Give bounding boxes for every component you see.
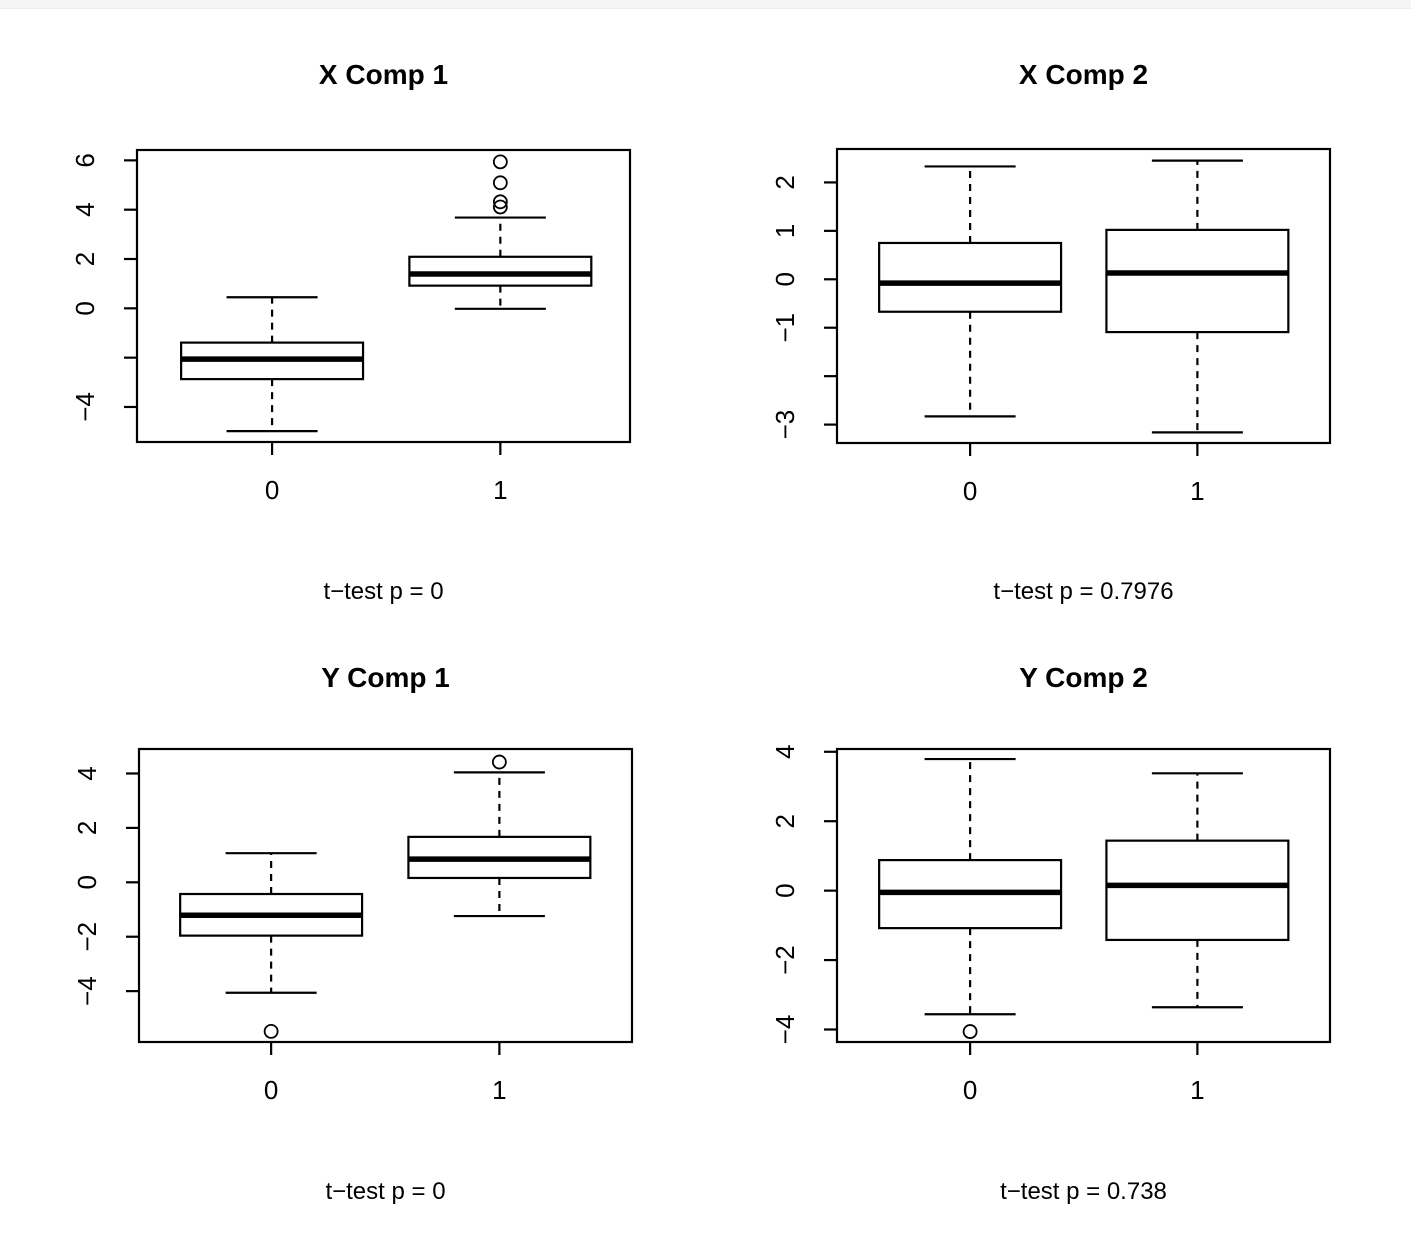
panel-title-x-comp-1: X Comp 1: [318, 59, 449, 90]
x-tick-label: 1: [492, 1075, 506, 1105]
panel-subtitle-x-comp-2: t−test p = 0.7976: [993, 578, 1174, 605]
y-tick-label: 0: [770, 883, 800, 897]
plot-border: [135, 148, 632, 444]
y-tick-label: −4: [72, 976, 102, 1006]
outlier-point: [492, 199, 508, 215]
panel-y-comp-1: 4 2 0 −2 −4 0 1: [72, 747, 634, 1105]
top-strip: [0, 0, 1411, 9]
y-tick-label: 6: [70, 153, 100, 167]
x-tick-label: 0: [264, 1075, 278, 1105]
plot-border: [835, 147, 1332, 445]
y-tick-label: −4: [70, 392, 100, 422]
y-tick-label: 0: [70, 301, 100, 315]
panel-x-comp-1: 6 4 2 0 −4 0 1: [70, 148, 632, 505]
outlier-point: [492, 154, 508, 170]
boxplot-group-1: 1: [1105, 159, 1290, 506]
panel-subtitle-y-comp-2: t−test p = 0.738: [1000, 1178, 1167, 1205]
iqr-box: [408, 255, 593, 287]
outlier-point: [492, 194, 508, 210]
iqr-box: [878, 241, 1063, 313]
y-tick-label: −2: [72, 922, 102, 952]
x-tick-label: 1: [1190, 476, 1204, 506]
panel-subtitle-y-comp-1: t−test p = 0: [325, 1178, 446, 1205]
y-tick-label: 1: [770, 224, 800, 238]
y-tick-label: 2: [70, 252, 100, 266]
y-tick-label: 2: [770, 814, 800, 828]
panel-subtitle-x-comp-1: t−test p = 0: [323, 578, 444, 605]
y-tick-label: −1: [770, 313, 800, 343]
panel-title-x-comp-2: X Comp 2: [1018, 59, 1149, 90]
iqr-box: [1105, 839, 1290, 942]
boxplot-group-0: 0: [878, 757, 1063, 1105]
x-tick-label: 0: [265, 475, 279, 505]
x-tick-label: 0: [963, 476, 977, 506]
x-tick-label: 1: [1190, 1075, 1204, 1105]
y-tick-label: 4: [72, 766, 102, 780]
panel-title-y-comp-2: Y Comp 2: [1019, 662, 1148, 693]
boxplot-group-0: 0: [878, 165, 1063, 506]
boxplot-group-1: 1: [407, 754, 592, 1105]
panel-title-y-comp-1: Y Comp 1: [321, 662, 450, 693]
y-tick-label: 4: [70, 202, 100, 216]
y-tick-label: −3: [770, 410, 800, 440]
panel-y-comp-2: 4 2 0 −2 −4 0 1: [770, 745, 1332, 1105]
x-tick-label: 0: [963, 1075, 977, 1105]
outlier-point: [263, 1023, 279, 1039]
boxplot-group-1: 1: [408, 154, 593, 505]
y-tick-label: −2: [770, 945, 800, 975]
iqr-box: [1105, 228, 1290, 334]
y-tick-label: −4: [770, 1015, 800, 1045]
x-tick-label: 1: [493, 475, 507, 505]
outlier-point: [492, 175, 508, 191]
boxplot-group-0: 0: [179, 852, 364, 1105]
y-tick-label: 4: [770, 745, 800, 759]
boxplot-group-1: 1: [1105, 772, 1290, 1105]
boxplot-group-0: 0: [180, 296, 365, 505]
y-tick-label: 2: [770, 175, 800, 189]
y-tick-label: 0: [770, 272, 800, 286]
plot-border: [137, 747, 634, 1044]
y-tick-label: 0: [72, 875, 102, 889]
plot-border: [835, 747, 1332, 1044]
outlier-point: [491, 754, 507, 770]
panel-x-comp-2: 2 1 0 −1 −3 0 1: [770, 147, 1332, 506]
outlier-point: [962, 1024, 978, 1039]
y-tick-label: 2: [72, 821, 102, 835]
